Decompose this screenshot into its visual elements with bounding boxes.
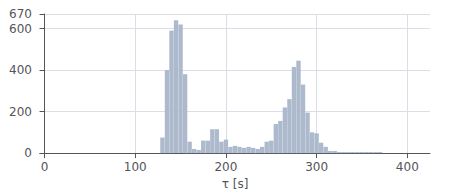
svg-text:400: 400 [9,63,32,77]
svg-text:200: 200 [9,105,32,119]
svg-text:400: 400 [396,160,419,174]
svg-text:τ [s]: τ [s] [222,177,249,191]
svg-text:200: 200 [214,160,237,174]
svg-text:0: 0 [41,160,49,174]
svg-text:600: 600 [9,22,32,36]
svg-text:0: 0 [24,146,32,160]
svg-text:100: 100 [124,160,147,174]
svg-text:670: 670 [9,7,32,21]
svg-text:300: 300 [305,160,328,174]
